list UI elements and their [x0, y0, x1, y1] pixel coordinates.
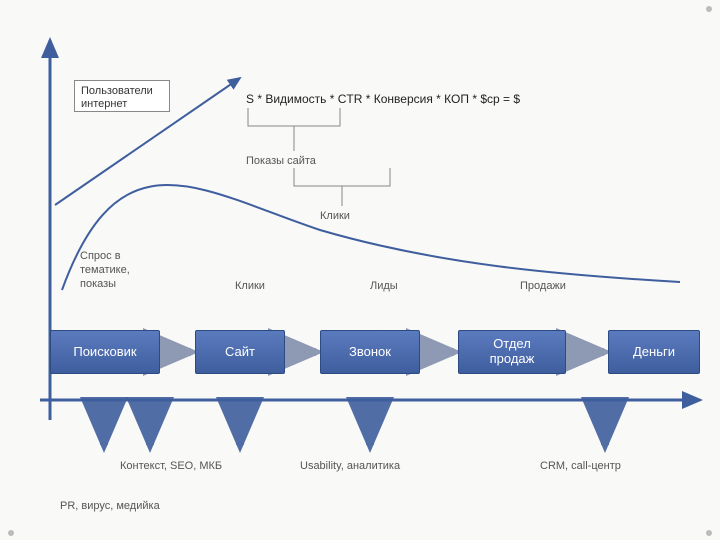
corner-dot	[706, 530, 712, 536]
block-call: Звонок	[320, 330, 420, 374]
downlabel-context: Контекст, SEO, МКБ	[120, 460, 222, 472]
brace-label-1: Клики	[320, 210, 350, 222]
midlabel-demand: Спрос в тематике, показы	[80, 250, 130, 291]
block-search: Поисковик	[50, 330, 160, 374]
midlabel-clicks: Клики	[235, 280, 265, 294]
users-textbox: Пользователи интернет	[74, 80, 170, 112]
downlabel-pr: PR, вирус, медийка	[60, 500, 160, 512]
downlabel-usability: Usability, аналитика	[300, 460, 400, 472]
corner-dot	[706, 6, 712, 12]
formula-text: S * Видимость * CTR * Конверсия * КОП * …	[246, 92, 520, 106]
block-site: Сайт	[195, 330, 285, 374]
block-dept: Отдел продаж	[458, 330, 566, 374]
block-money: Деньги	[608, 330, 700, 374]
brace-label-0: Показы сайта	[246, 155, 316, 167]
midlabel-leads: Лиды	[370, 280, 398, 294]
midlabel-sales: Продажи	[520, 280, 566, 294]
downlabel-crm: CRM, call-центр	[540, 460, 621, 472]
corner-dot	[8, 530, 14, 536]
